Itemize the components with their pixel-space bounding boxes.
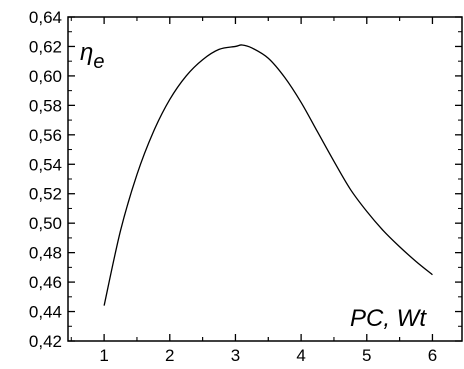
x-tick-label: 1 xyxy=(99,346,108,365)
x-axis-tick-labels: 1 2 3 4 5 6 xyxy=(99,346,437,365)
y-tick-label: 0,48 xyxy=(29,244,62,263)
y-axis-label: ηe xyxy=(80,39,104,73)
y-axis-label-symbol: η xyxy=(80,39,93,66)
x-tick-label: 4 xyxy=(296,346,305,365)
y-tick-label: 0,52 xyxy=(29,185,62,204)
series-line xyxy=(103,44,433,306)
y-tick-label: 0,54 xyxy=(29,155,62,174)
plot-frame xyxy=(67,16,463,342)
y-tick-label: 0,44 xyxy=(29,303,62,322)
y-tick-label: 0,62 xyxy=(29,37,62,56)
y-tick-label: 0,46 xyxy=(29,273,62,292)
y-tick-label: 0,58 xyxy=(29,96,62,115)
x-axis-label: PC, Wt xyxy=(350,305,427,332)
y-axis-tick-labels: 0,42 0,44 0,46 0,48 0,50 0,52 0,54 0,56 0,58 0,60… xyxy=(29,8,62,351)
y-tick-label: 0,60 xyxy=(29,67,62,86)
y-tick-label: 0,42 xyxy=(29,332,62,351)
x-tick-label: 5 xyxy=(362,346,371,365)
y-tick-label: 0,50 xyxy=(29,214,62,233)
y-tick-label: 0,64 xyxy=(29,8,62,27)
x-tick-label: 2 xyxy=(165,346,174,365)
x-tick-label: 3 xyxy=(231,346,240,365)
y-axis-ticks xyxy=(68,16,462,342)
y-axis-label-subscript: e xyxy=(93,51,104,73)
y-tick-label: 0,56 xyxy=(29,126,62,145)
x-axis-ticks xyxy=(70,17,434,341)
x-tick-label: 6 xyxy=(428,346,437,365)
